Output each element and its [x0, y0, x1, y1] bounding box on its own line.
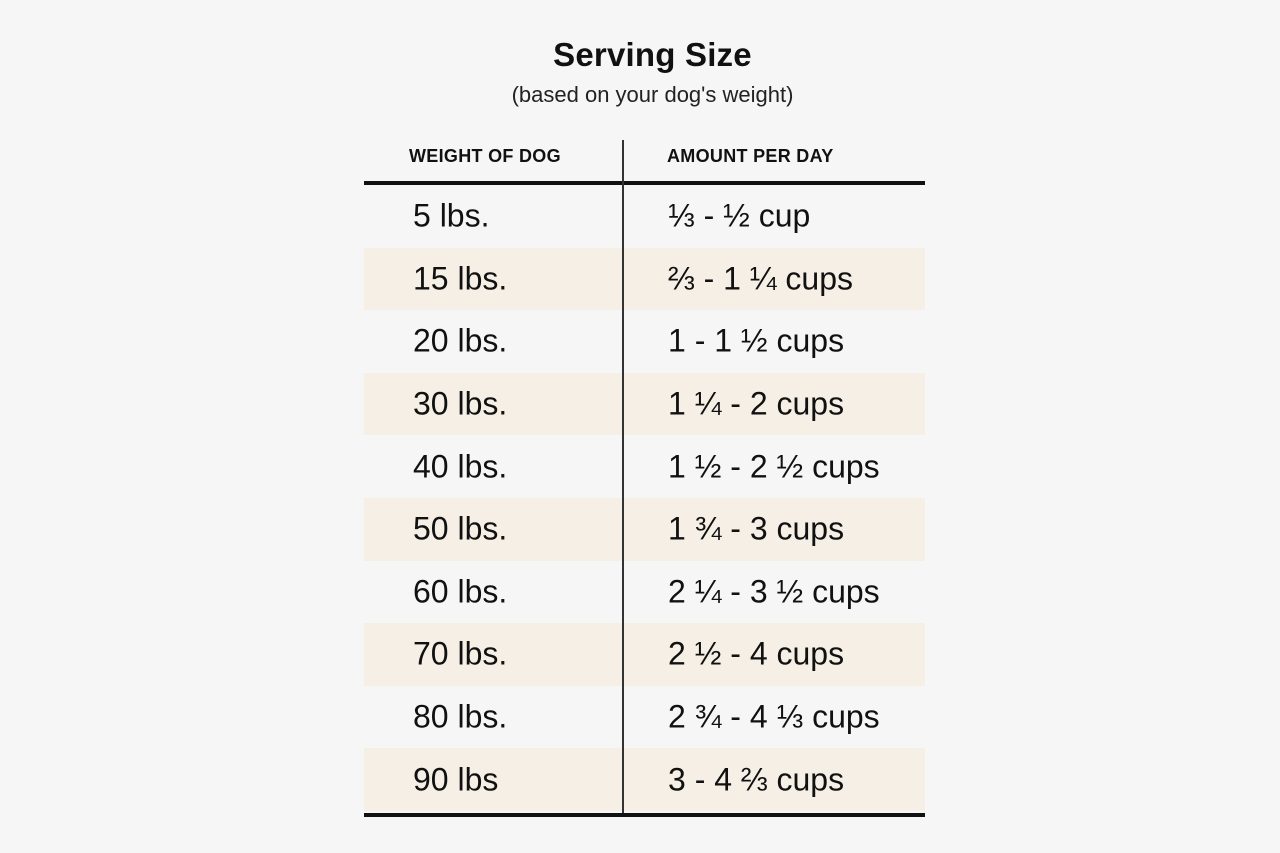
table-row: 80 lbs. 2 ¾ - 4 ⅓ cups — [364, 686, 925, 749]
weight-cell: 30 lbs. — [413, 385, 508, 422]
table-body: 5 lbs. ⅓ - ½ cup 15 lbs. ⅔ - 1 ¼ cups 20… — [364, 185, 925, 811]
column-header-weight: WEIGHT OF DOG — [409, 146, 561, 166]
weight-cell: 50 lbs. — [413, 510, 508, 547]
weight-cell: 20 lbs. — [413, 322, 508, 359]
column-divider — [622, 140, 624, 814]
weight-cell: 5 lbs. — [413, 197, 490, 234]
amount-cell: 2 ¼ - 3 ½ cups — [668, 573, 880, 610]
column-header-amount: AMOUNT PER DAY — [667, 146, 834, 166]
weight-cell: 70 lbs. — [413, 635, 508, 672]
table-row: 30 lbs. 1 ¼ - 2 cups — [364, 372, 925, 436]
amount-cell: 1 - 1 ½ cups — [668, 322, 845, 359]
page-subtitle: (based on your dog's weight) — [511, 82, 794, 107]
table-row: 15 lbs. ⅔ - 1 ¼ cups — [364, 247, 925, 311]
table-row: 60 lbs. 2 ¼ - 3 ½ cups — [364, 561, 925, 624]
amount-cell: 3 - 4 ⅔ cups — [668, 761, 845, 798]
weight-cell: 15 lbs. — [413, 260, 508, 297]
table-row: 50 lbs. 1 ¾ - 3 cups — [364, 497, 925, 561]
amount-cell: 1 ¼ - 2 cups — [668, 385, 845, 422]
amount-cell: 2 ½ - 4 cups — [668, 635, 845, 672]
table-header: WEIGHT OF DOG AMOUNT PER DAY — [364, 140, 925, 185]
table-row: 20 lbs. 1 - 1 ½ cups — [364, 310, 925, 373]
table-row: 40 lbs. 1 ½ - 2 ½ cups — [364, 435, 925, 498]
serving-size-table: WEIGHT OF DOG AMOUNT PER DAY 5 lbs. ⅓ - … — [364, 140, 925, 818]
table-row: 90 lbs 3 - 4 ⅔ cups — [364, 748, 925, 811]
amount-cell: ⅔ - 1 ¼ cups — [668, 260, 853, 297]
weight-cell: 60 lbs. — [413, 573, 508, 610]
amount-cell: 1 ½ - 2 ½ cups — [668, 448, 880, 485]
amount-cell: 1 ¾ - 3 cups — [668, 510, 845, 547]
page-title: Serving Size — [553, 36, 752, 73]
table-bottom-rule — [364, 813, 925, 817]
weight-cell: 40 lbs. — [413, 448, 508, 485]
table-row: 5 lbs. ⅓ - ½ cup — [364, 185, 925, 248]
amount-cell: ⅓ - ½ cup — [668, 197, 811, 234]
weight-cell: 80 lbs. — [413, 698, 508, 735]
weight-cell: 90 lbs — [413, 761, 499, 798]
table-row: 70 lbs. 2 ½ - 4 cups — [364, 623, 925, 686]
amount-cell: 2 ¾ - 4 ⅓ cups — [668, 698, 880, 735]
